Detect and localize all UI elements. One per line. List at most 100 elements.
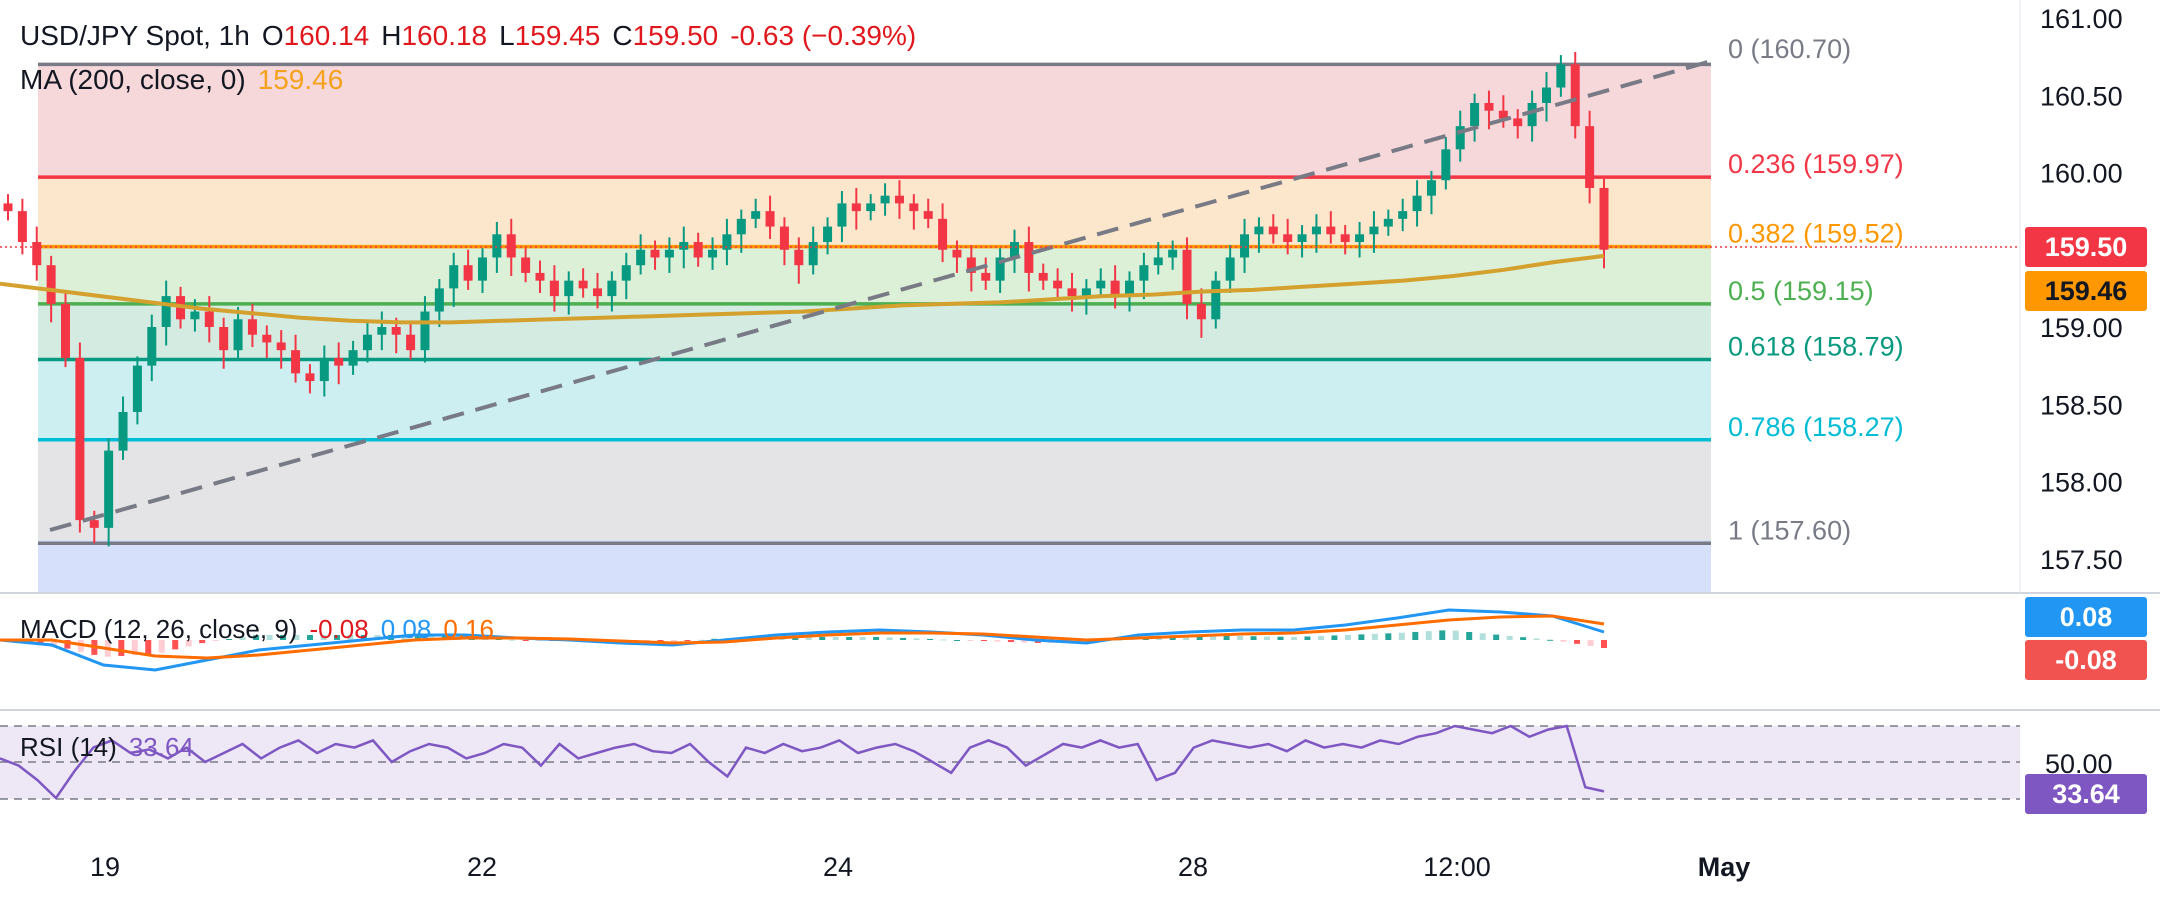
candle-body — [837, 203, 847, 227]
candle-body — [636, 249, 646, 266]
price-tick-label: 158.00 — [2040, 468, 2123, 498]
macd-hist-bar — [118, 640, 125, 656]
last-price-tag: 159.50 — [2025, 227, 2147, 267]
fib-zone-05-0618 — [38, 302, 1711, 358]
macd-hist-bar — [401, 635, 408, 640]
macd-hist-bar — [859, 637, 866, 640]
macd-hist-bar — [1385, 633, 1392, 640]
candle-body — [434, 288, 444, 312]
macd-legend[interactable]: MACD (12, 26, close, 9) -0.08 0.08 0.16 — [20, 614, 506, 645]
fib-level-label: 0.786 (158.27) — [1728, 412, 1904, 442]
ohlc-open: O160.14 — [261, 20, 370, 51]
macd-hist-bar — [1223, 636, 1230, 640]
candle-body — [334, 357, 344, 366]
candle-body — [521, 257, 531, 273]
macd-hist-bar — [293, 635, 300, 640]
macd-legend-macd: 0.08 — [380, 614, 432, 644]
candle-body — [477, 257, 487, 281]
fib-level-label: 0.236 (159.97) — [1728, 149, 1904, 179]
candle-body — [722, 234, 732, 250]
macd-hist-bar — [37, 640, 44, 644]
candle-body — [923, 211, 933, 219]
candle-body — [348, 350, 358, 366]
macd-hist-bar — [131, 640, 138, 656]
ohlc-high: H160.18 — [381, 20, 488, 51]
candle-body — [1081, 288, 1091, 297]
macd-hist-bar — [172, 640, 179, 650]
candles — [3, 51, 1609, 547]
candle-body — [1426, 180, 1436, 196]
macd-hist-bar — [1520, 637, 1527, 640]
candle-body — [1182, 249, 1192, 304]
fib-zone-extension — [38, 540, 1711, 593]
candle-body — [1053, 280, 1063, 289]
macd-hist-bar — [1277, 636, 1284, 640]
macd-hist-bar — [307, 635, 314, 640]
candle-body — [1311, 226, 1321, 235]
macd-hist-bar — [980, 640, 987, 642]
macd-hist-bar — [1021, 640, 1028, 643]
candle-body — [377, 327, 387, 335]
macd-signal-line — [0, 614, 1605, 660]
macd-line — [0, 608, 1605, 672]
candle-body — [1398, 211, 1408, 219]
macd-hist-bar — [145, 640, 152, 655]
symbol-legend: USD/JPY Spot, 1h O160.14 H160.18 L159.45 C15… — [20, 20, 928, 52]
ma-legend[interactable]: MA (200, close, 0) 159.46 — [20, 64, 355, 96]
macd-hist-bar — [657, 640, 664, 642]
candle-body — [17, 211, 27, 243]
candle-body — [564, 280, 574, 297]
candle-body — [1283, 234, 1293, 243]
ohlc-low: L159.45 — [499, 20, 601, 51]
candle-body — [1355, 234, 1365, 243]
candle-body — [621, 265, 631, 281]
fib-level-label: 0.618 (158.79) — [1728, 331, 1904, 361]
fib-level-label: 0 (160.70) — [1728, 34, 1851, 64]
candle-body — [305, 373, 315, 382]
trend-line[interactable] — [49, 60, 1709, 532]
candle-body — [650, 249, 660, 258]
macd-hist-bar — [536, 640, 543, 641]
time-axis[interactable]: 19 22 24 28 12:00 May — [90, 852, 1750, 882]
candle-body — [1383, 218, 1393, 227]
macd-hist-bar — [64, 640, 71, 649]
ma-legend-label: MA (200, close, 0) — [20, 64, 246, 95]
macd-hist-bar — [1331, 635, 1338, 640]
candle-body — [1570, 64, 1580, 127]
macd-hist-tag: -0.08 — [2025, 640, 2147, 680]
candle-body — [3, 203, 13, 212]
candle-body — [161, 296, 171, 327]
candle-body — [1556, 64, 1566, 88]
fib-level-label: 0.5 (159.15) — [1728, 276, 1874, 306]
fib-level-label: 1 (157.60) — [1728, 515, 1851, 545]
candle-body — [1585, 126, 1595, 188]
macd-hist-bar — [940, 639, 947, 641]
macd-hist-bar — [1317, 635, 1324, 640]
macd-hist-bar — [185, 640, 192, 647]
candle-body — [1484, 102, 1494, 111]
candle-body — [291, 350, 301, 374]
ohlc-close: C159.50 — [612, 20, 719, 51]
macd-hist-bar — [1412, 631, 1419, 640]
candle-body — [1096, 280, 1106, 289]
macd-hist-bar — [414, 635, 421, 640]
macd-hist-bar — [1290, 636, 1297, 640]
macd-hist-bar — [1452, 630, 1459, 640]
macd-hist-bar — [333, 635, 340, 640]
macd-hist-bar — [50, 640, 57, 646]
symbol-title[interactable]: USD/JPY Spot, 1h — [20, 20, 250, 51]
candle-body — [262, 334, 272, 343]
macd-hist-bar — [994, 640, 1001, 642]
candle-body — [219, 327, 229, 351]
fib-zone-0-0236 — [38, 63, 1711, 176]
candle-body — [147, 327, 157, 366]
candle-body — [808, 242, 818, 266]
macd-hist-bar — [1479, 633, 1486, 640]
candle-body — [679, 242, 689, 250]
macd-hist-bar — [360, 635, 367, 640]
macd-hist-bar — [199, 640, 206, 644]
macd-hist-bar — [1264, 636, 1271, 640]
macd-hist-bar — [320, 635, 327, 640]
rsi-legend[interactable]: RSI (14) 33.64 — [20, 732, 206, 763]
candle-body — [1541, 87, 1551, 103]
